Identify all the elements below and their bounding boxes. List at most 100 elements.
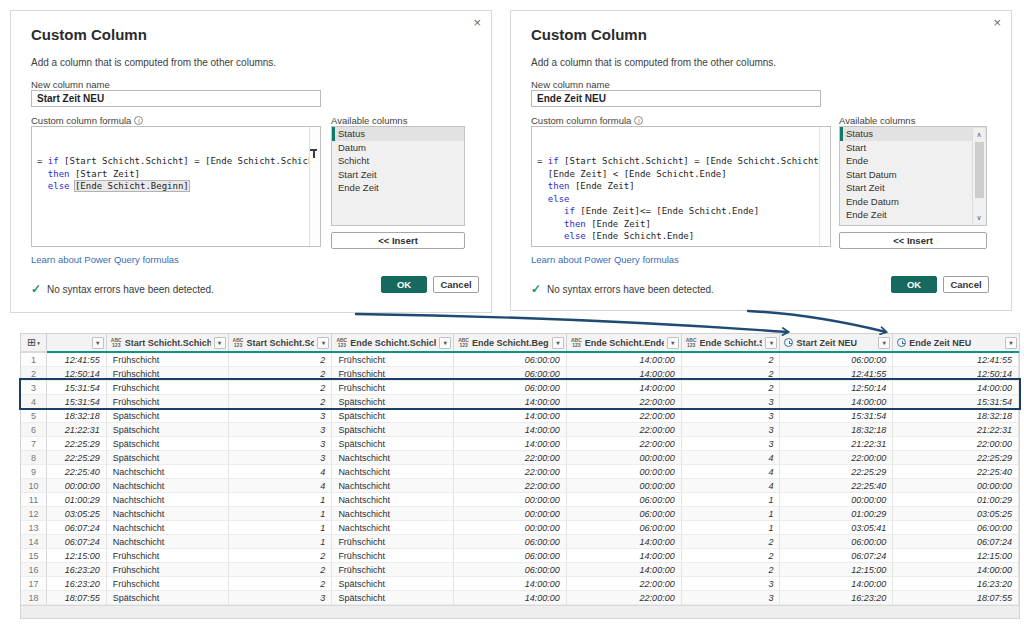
table-cell[interactable]: 15:31:54 — [893, 395, 1019, 409]
table-cell[interactable]: Spätschicht — [107, 451, 229, 465]
table-cell[interactable]: 00:00:00 — [47, 479, 107, 493]
table-cell[interactable]: 18:32:18 — [780, 423, 893, 437]
table-cell[interactable]: Frühschicht — [332, 381, 454, 395]
table-cell[interactable]: 22:00:00 — [567, 591, 682, 605]
table-cell[interactable]: 2 — [229, 353, 333, 367]
table-cell[interactable]: Frühschicht — [332, 563, 454, 577]
learn-formulas-link[interactable]: Learn about Power Query formulas — [531, 254, 679, 265]
row-number[interactable]: 17 — [21, 577, 47, 591]
available-column-item[interactable]: Start — [840, 141, 986, 155]
table-cell[interactable]: Frühschicht — [107, 563, 229, 577]
table-cell[interactable]: 1 — [682, 493, 781, 507]
table-cell[interactable]: Nachtschicht — [332, 451, 454, 465]
available-column-item[interactable]: Start Datum — [840, 168, 986, 182]
table-cell[interactable]: 06:00:00 — [567, 507, 682, 521]
table-cell[interactable]: 22:25:29 — [893, 451, 1019, 465]
table-cell[interactable]: Nachtschicht — [332, 493, 454, 507]
table-cell[interactable]: 2 — [682, 367, 781, 381]
table-cell[interactable]: Nachtschicht — [107, 479, 229, 493]
table-cell[interactable]: 06:00:00 — [454, 381, 567, 395]
table-cell[interactable]: 22:00:00 — [454, 451, 567, 465]
table-cell[interactable]: 2 — [229, 395, 333, 409]
scrollbar-thumb[interactable] — [975, 142, 984, 198]
table-cell[interactable]: 01:00:29 — [47, 493, 107, 507]
table-cell[interactable]: Spätschicht — [332, 409, 454, 423]
table-cell[interactable]: Nachtschicht — [107, 493, 229, 507]
table-cell[interactable]: 3 — [229, 409, 333, 423]
table-cell[interactable]: 4 — [682, 479, 781, 493]
table-cell[interactable]: 22:25:29 — [780, 465, 893, 479]
table-cell[interactable]: 4 — [229, 465, 333, 479]
table-cell[interactable]: Spätschicht — [332, 423, 454, 437]
table-cell[interactable]: 12:41:55 — [780, 367, 893, 381]
table-cell[interactable]: 06:00:00 — [454, 353, 567, 367]
table-cell[interactable]: 14:00:00 — [780, 577, 893, 591]
column-header-ende-zeit-neu[interactable]: Ende Zeit NEU▾ — [893, 334, 1019, 351]
table-cell[interactable]: 2 — [682, 563, 781, 577]
table-cell[interactable]: 3 — [682, 423, 781, 437]
info-icon[interactable]: i — [134, 116, 143, 125]
close-icon[interactable]: × — [473, 16, 481, 29]
table-cell[interactable]: 00:00:00 — [454, 521, 567, 535]
table-cell[interactable]: 14:00:00 — [454, 577, 567, 591]
table-cell[interactable]: 16:23:20 — [47, 577, 107, 591]
row-number[interactable]: 13 — [21, 521, 47, 535]
row-number[interactable]: 4 — [21, 395, 47, 409]
row-number[interactable]: 12 — [21, 507, 47, 521]
table-cell[interactable]: 18:32:18 — [893, 409, 1019, 423]
table-cell[interactable]: 14:00:00 — [780, 395, 893, 409]
filter-dropdown-icon[interactable]: ▾ — [317, 337, 329, 349]
table-cell[interactable]: 2 — [229, 549, 333, 563]
table-cell[interactable]: 14:00:00 — [567, 353, 682, 367]
insert-button[interactable]: << Insert — [839, 232, 987, 249]
row-number[interactable]: 7 — [21, 437, 47, 451]
table-cell[interactable]: Frühschicht — [332, 353, 454, 367]
cancel-button[interactable]: Cancel — [433, 276, 479, 293]
table-cell[interactable]: 00:00:00 — [567, 465, 682, 479]
table-cell[interactable]: 3 — [229, 437, 333, 451]
row-number[interactable]: 14 — [21, 535, 47, 549]
table-cell[interactable]: 2 — [229, 577, 333, 591]
table-cell[interactable]: 22:00:00 — [454, 465, 567, 479]
table-cell[interactable]: 03:05:41 — [780, 521, 893, 535]
table-cell[interactable]: 1 — [229, 535, 333, 549]
ok-button[interactable]: OK — [891, 276, 937, 293]
table-cell[interactable]: 3 — [682, 591, 781, 605]
table-cell[interactable]: 00:00:00 — [780, 493, 893, 507]
table-cell[interactable]: 03:05:25 — [47, 507, 107, 521]
table-cell[interactable]: 06:07:24 — [893, 535, 1019, 549]
table-cell[interactable]: 14:00:00 — [893, 563, 1019, 577]
table-cell[interactable]: 2 — [229, 381, 333, 395]
table-cell[interactable]: 16:23:20 — [780, 591, 893, 605]
filter-dropdown-icon[interactable]: ▾ — [552, 337, 564, 349]
column-header-start-schicht-sort[interactable]: ABC123Start Schicht.Sort▾ — [229, 334, 333, 351]
table-cell[interactable]: Nachtschicht — [107, 535, 229, 549]
table-cell[interactable]: 3 — [229, 423, 333, 437]
column-header-time[interactable]: ▾ — [47, 334, 107, 351]
table-cell[interactable]: 22:25:40 — [893, 465, 1019, 479]
table-cell[interactable]: 14:00:00 — [567, 381, 682, 395]
scroll-up-icon[interactable]: ∧ — [973, 128, 985, 141]
table-cell[interactable]: 06:00:00 — [454, 535, 567, 549]
table-cell[interactable]: 2 — [682, 535, 781, 549]
table-cell[interactable]: 3 — [682, 395, 781, 409]
table-cell[interactable]: 00:00:00 — [454, 507, 567, 521]
table-cell[interactable]: 22:00:00 — [567, 437, 682, 451]
table-cell[interactable]: 00:00:00 — [893, 479, 1019, 493]
table-cell[interactable]: 22:00:00 — [893, 437, 1019, 451]
table-cell[interactable]: Spätschicht — [332, 591, 454, 605]
filter-dropdown-icon[interactable]: ▾ — [92, 337, 104, 349]
table-cell[interactable]: 2 — [682, 381, 781, 395]
table-cell[interactable]: 14:00:00 — [454, 395, 567, 409]
table-menu-button[interactable]: ⊞▾ — [21, 334, 47, 351]
available-column-item[interactable]: Ende Datum — [840, 195, 986, 209]
table-cell[interactable]: 18:32:18 — [47, 409, 107, 423]
new-column-name-input[interactable]: Start Zeit NEU — [31, 90, 321, 107]
table-cell[interactable]: 06:07:24 — [47, 535, 107, 549]
table-cell[interactable]: 06:00:00 — [567, 521, 682, 535]
table-cell[interactable]: 14:00:00 — [567, 549, 682, 563]
formula-editor[interactable]: = if [Start Schicht.Schicht] = [Ende Sch… — [531, 126, 831, 247]
table-cell[interactable]: 18:07:55 — [893, 591, 1019, 605]
table-cell[interactable]: 14:00:00 — [567, 535, 682, 549]
row-number[interactable]: 2 — [21, 367, 47, 381]
